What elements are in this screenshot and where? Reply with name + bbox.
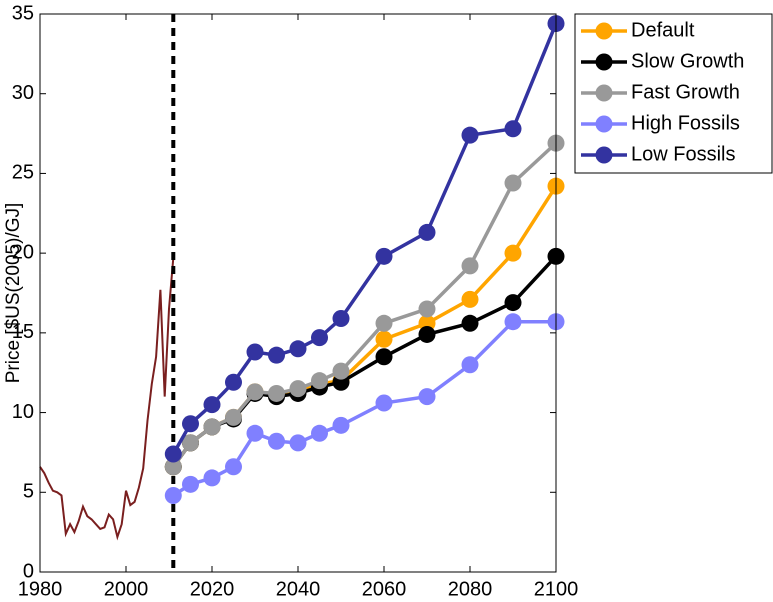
legend-label: Low Fossils [631,143,735,165]
marker [375,394,393,412]
x-tick-label: 1980 [18,578,63,600]
marker [504,244,522,262]
marker [461,257,479,275]
marker [418,388,436,406]
marker [375,314,393,332]
marker [311,329,328,347]
marker [332,362,350,380]
legend-label: Default [631,19,695,41]
legend-marker [595,84,613,102]
marker [225,458,242,476]
plot-frame [39,13,557,573]
plot-area [40,14,556,572]
marker [461,356,479,374]
history-line [39,257,175,541]
marker [203,418,221,436]
marker [289,380,307,398]
y-tick-label: 25 [12,162,34,184]
legend-label: Fast Growth [631,81,740,103]
x-tick-label: 2040 [276,578,321,600]
x-tick-label: 2020 [190,578,235,600]
marker [164,445,182,463]
marker [268,384,285,402]
marker [164,486,182,504]
marker [311,372,328,390]
y-tick-label: 35 [12,2,34,24]
marker [268,432,285,450]
y-tick-label: 30 [12,82,34,104]
marker [461,126,479,144]
marker [375,330,393,348]
marker [461,314,479,332]
marker [375,348,393,366]
marker [332,310,350,328]
y-tick-label: 10 [12,401,34,423]
marker [225,373,242,391]
x-tick-label: 2080 [448,578,493,600]
legend-marker [595,53,613,71]
marker [225,408,242,426]
marker [203,469,221,487]
marker [182,475,199,493]
legend-label: Slow Growth [631,50,744,72]
y-tick-label: 5 [23,481,34,503]
marker [182,415,199,433]
y-tick-label: 0 [23,560,34,582]
marker [246,424,264,442]
legend-label: High Fossils [631,112,740,134]
x-tick-label: 2000 [104,578,149,600]
marker [268,346,285,364]
marker [375,247,393,265]
marker [332,416,350,434]
marker [289,434,307,452]
marker [418,325,436,343]
marker [461,290,479,308]
marker [418,223,436,241]
marker [311,424,328,442]
marker [246,343,264,361]
marker [164,458,182,476]
legend-marker [595,115,613,133]
marker [504,294,522,312]
marker [504,174,522,192]
marker [289,340,307,358]
marker [504,313,522,331]
legend-marker [595,22,613,40]
y-tick-label: 15 [12,321,34,343]
marker [504,120,522,138]
marker [182,434,199,452]
x-tick-label: 2060 [362,578,407,600]
legend-marker [595,146,613,164]
marker [418,300,436,318]
x-tick-label: 2100 [534,578,579,600]
y-tick-label: 20 [12,241,34,263]
y-axis-label: Price [$US(2005)/GJ] [3,203,24,384]
marker [246,383,264,401]
marker [203,396,221,414]
